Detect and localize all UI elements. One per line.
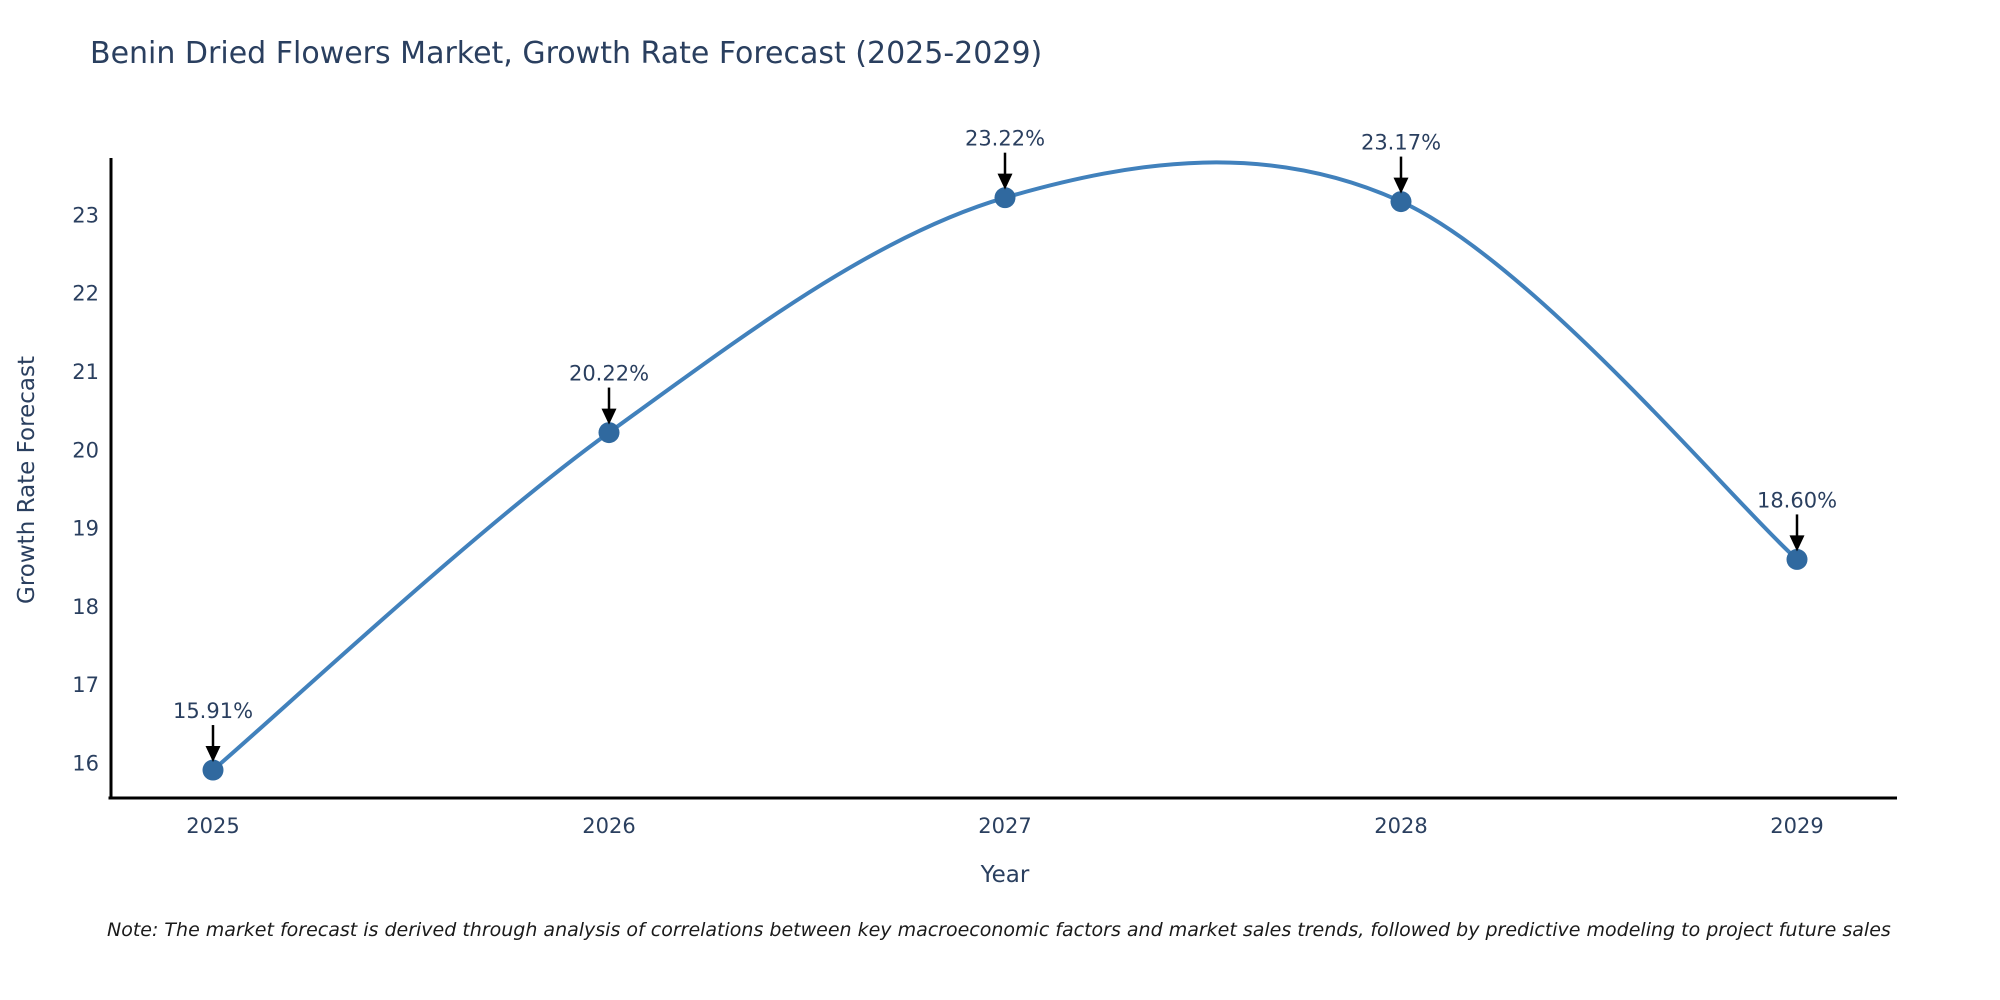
annotation-arrowhead-icon xyxy=(601,408,617,425)
x-tick-label: 2027 xyxy=(978,814,1031,838)
x-tick-label: 2025 xyxy=(186,814,239,838)
y-tick-label: 16 xyxy=(72,752,99,776)
data-point-marker[interactable] xyxy=(1390,191,1412,213)
y-axis-title: Growth Rate Forecast xyxy=(14,356,40,604)
x-axis-title: Year xyxy=(980,862,1030,888)
point-value-label: 18.60% xyxy=(1757,488,1837,512)
y-tick-label: 17 xyxy=(72,673,99,697)
point-value-label: 20.22% xyxy=(569,362,649,386)
data-point-marker[interactable] xyxy=(994,187,1016,209)
y-tick-label: 22 xyxy=(72,282,99,306)
y-tick-label: 19 xyxy=(72,517,99,541)
point-value-label: 23.17% xyxy=(1361,131,1441,155)
annotation-arrowhead-icon xyxy=(1789,535,1805,552)
point-value-label: 15.91% xyxy=(173,699,253,723)
y-tick-label: 18 xyxy=(72,595,99,619)
x-tick-label: 2029 xyxy=(1770,814,1823,838)
annotation-arrowhead-icon xyxy=(997,173,1013,190)
x-tick-label: 2028 xyxy=(1374,814,1427,838)
chart-title: Benin Dried Flowers Market, Growth Rate … xyxy=(90,36,1043,71)
data-point-marker[interactable] xyxy=(202,759,224,781)
y-tick-label: 20 xyxy=(72,438,99,462)
footnote: Note: The market forecast is derived thr… xyxy=(107,919,1891,941)
y-tick-label: 23 xyxy=(72,203,99,227)
x-tick-label: 2026 xyxy=(582,814,635,838)
forecast-line-series[interactable] xyxy=(211,160,1799,773)
point-value-label: 23.22% xyxy=(965,127,1045,151)
annotation-arrowhead-icon xyxy=(205,746,221,763)
y-tick-label: 21 xyxy=(72,360,99,384)
data-point-marker[interactable] xyxy=(598,422,620,444)
annotation-arrowhead-icon xyxy=(1393,177,1409,194)
data-point-marker[interactable] xyxy=(1786,548,1808,570)
